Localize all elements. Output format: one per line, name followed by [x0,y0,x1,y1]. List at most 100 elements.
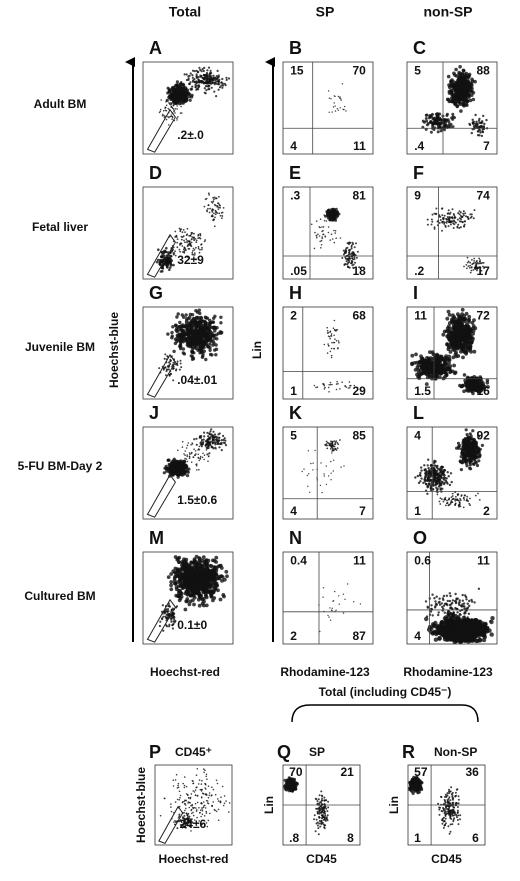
event-dot [173,101,175,103]
event-dot [218,446,220,448]
event-dot [215,95,217,97]
event-dot [434,460,436,462]
event-dot [460,226,462,228]
quadrant-value: 16 [476,384,490,398]
event-dot [175,469,178,472]
event-dot [332,111,333,112]
event-dot [162,114,164,116]
event-dot [199,249,201,251]
event-dot [202,453,204,455]
event-dot [328,443,330,445]
event-dot [218,213,220,215]
event-dot [471,429,474,432]
event-dot [331,214,334,217]
event-dot [345,258,347,260]
event-dot [176,89,179,92]
event-dot [176,117,178,119]
event-dot [212,317,215,320]
event-dot [170,336,173,339]
quadrant-value: 72 [476,308,490,322]
event-dot [204,74,206,76]
event-dot [455,89,459,93]
event-dot [351,248,353,250]
event-dot [475,495,477,497]
event-dot [447,502,449,504]
event-dot [209,80,211,82]
event-dot [466,349,470,353]
quadrant-value: 4 [290,139,297,153]
event-dot [187,245,189,247]
event-dot [328,345,330,347]
event-dot [428,480,430,482]
event-dot [342,83,343,84]
event-dot [214,439,216,441]
event-dot [186,73,188,75]
event-dot [459,346,463,350]
event-dot [455,342,459,346]
event-dot [454,216,456,218]
event-dot [176,119,178,121]
event-dot [328,226,330,228]
event-dot [210,436,212,438]
event-dot [426,360,430,364]
event-dot [184,231,186,233]
event-dot [185,238,187,240]
event-dot [331,473,332,474]
event-dot [333,209,336,212]
event-dot [450,212,452,214]
event-dot [180,327,183,330]
event-dot [453,116,456,119]
event-dot [319,235,321,237]
event-dot [336,383,338,385]
event-dot [170,116,172,118]
event-dot [183,471,186,474]
event-dot [187,228,189,230]
event-dot [453,227,455,229]
event-dot [222,84,224,86]
event-dot [464,220,466,222]
panel-letter: H [289,283,302,303]
event-dot [326,448,328,450]
event-dot [465,215,467,217]
event-dot [211,87,213,89]
event-dot [460,468,463,471]
quadrant-value: 11 [353,139,366,153]
event-dot [199,446,201,448]
event-dot [485,119,487,121]
event-dot [320,218,322,220]
event-dot [474,209,476,211]
event-dot [167,575,171,579]
event-dot [471,79,475,83]
event-dot [480,122,482,124]
event-dot [430,115,433,118]
event-dot [201,339,204,342]
event-dot [433,468,435,470]
event-dot [461,308,465,312]
event-dot [216,78,218,80]
event-dot [458,102,462,106]
event-dot [473,350,477,354]
event-dot [464,86,468,90]
event-dot [184,247,186,249]
event-dot [334,102,335,103]
event-dot [182,231,184,233]
event-dot [330,335,332,337]
event-dot [343,250,345,252]
event-dot [165,262,168,265]
event-dot [168,102,170,104]
event-dot [333,335,335,337]
event-dot [200,244,202,246]
event-dot [428,483,430,485]
event-dot [467,437,470,440]
event-dot [191,74,193,76]
event-dot [444,215,446,217]
event-dot [324,235,326,237]
y-axis-label: Lin [250,341,264,359]
event-dot [170,373,172,375]
event-dot [308,450,309,451]
event-dot [334,338,336,340]
event-dot [170,91,173,94]
event-dot [467,218,469,220]
event-dot [173,105,175,107]
